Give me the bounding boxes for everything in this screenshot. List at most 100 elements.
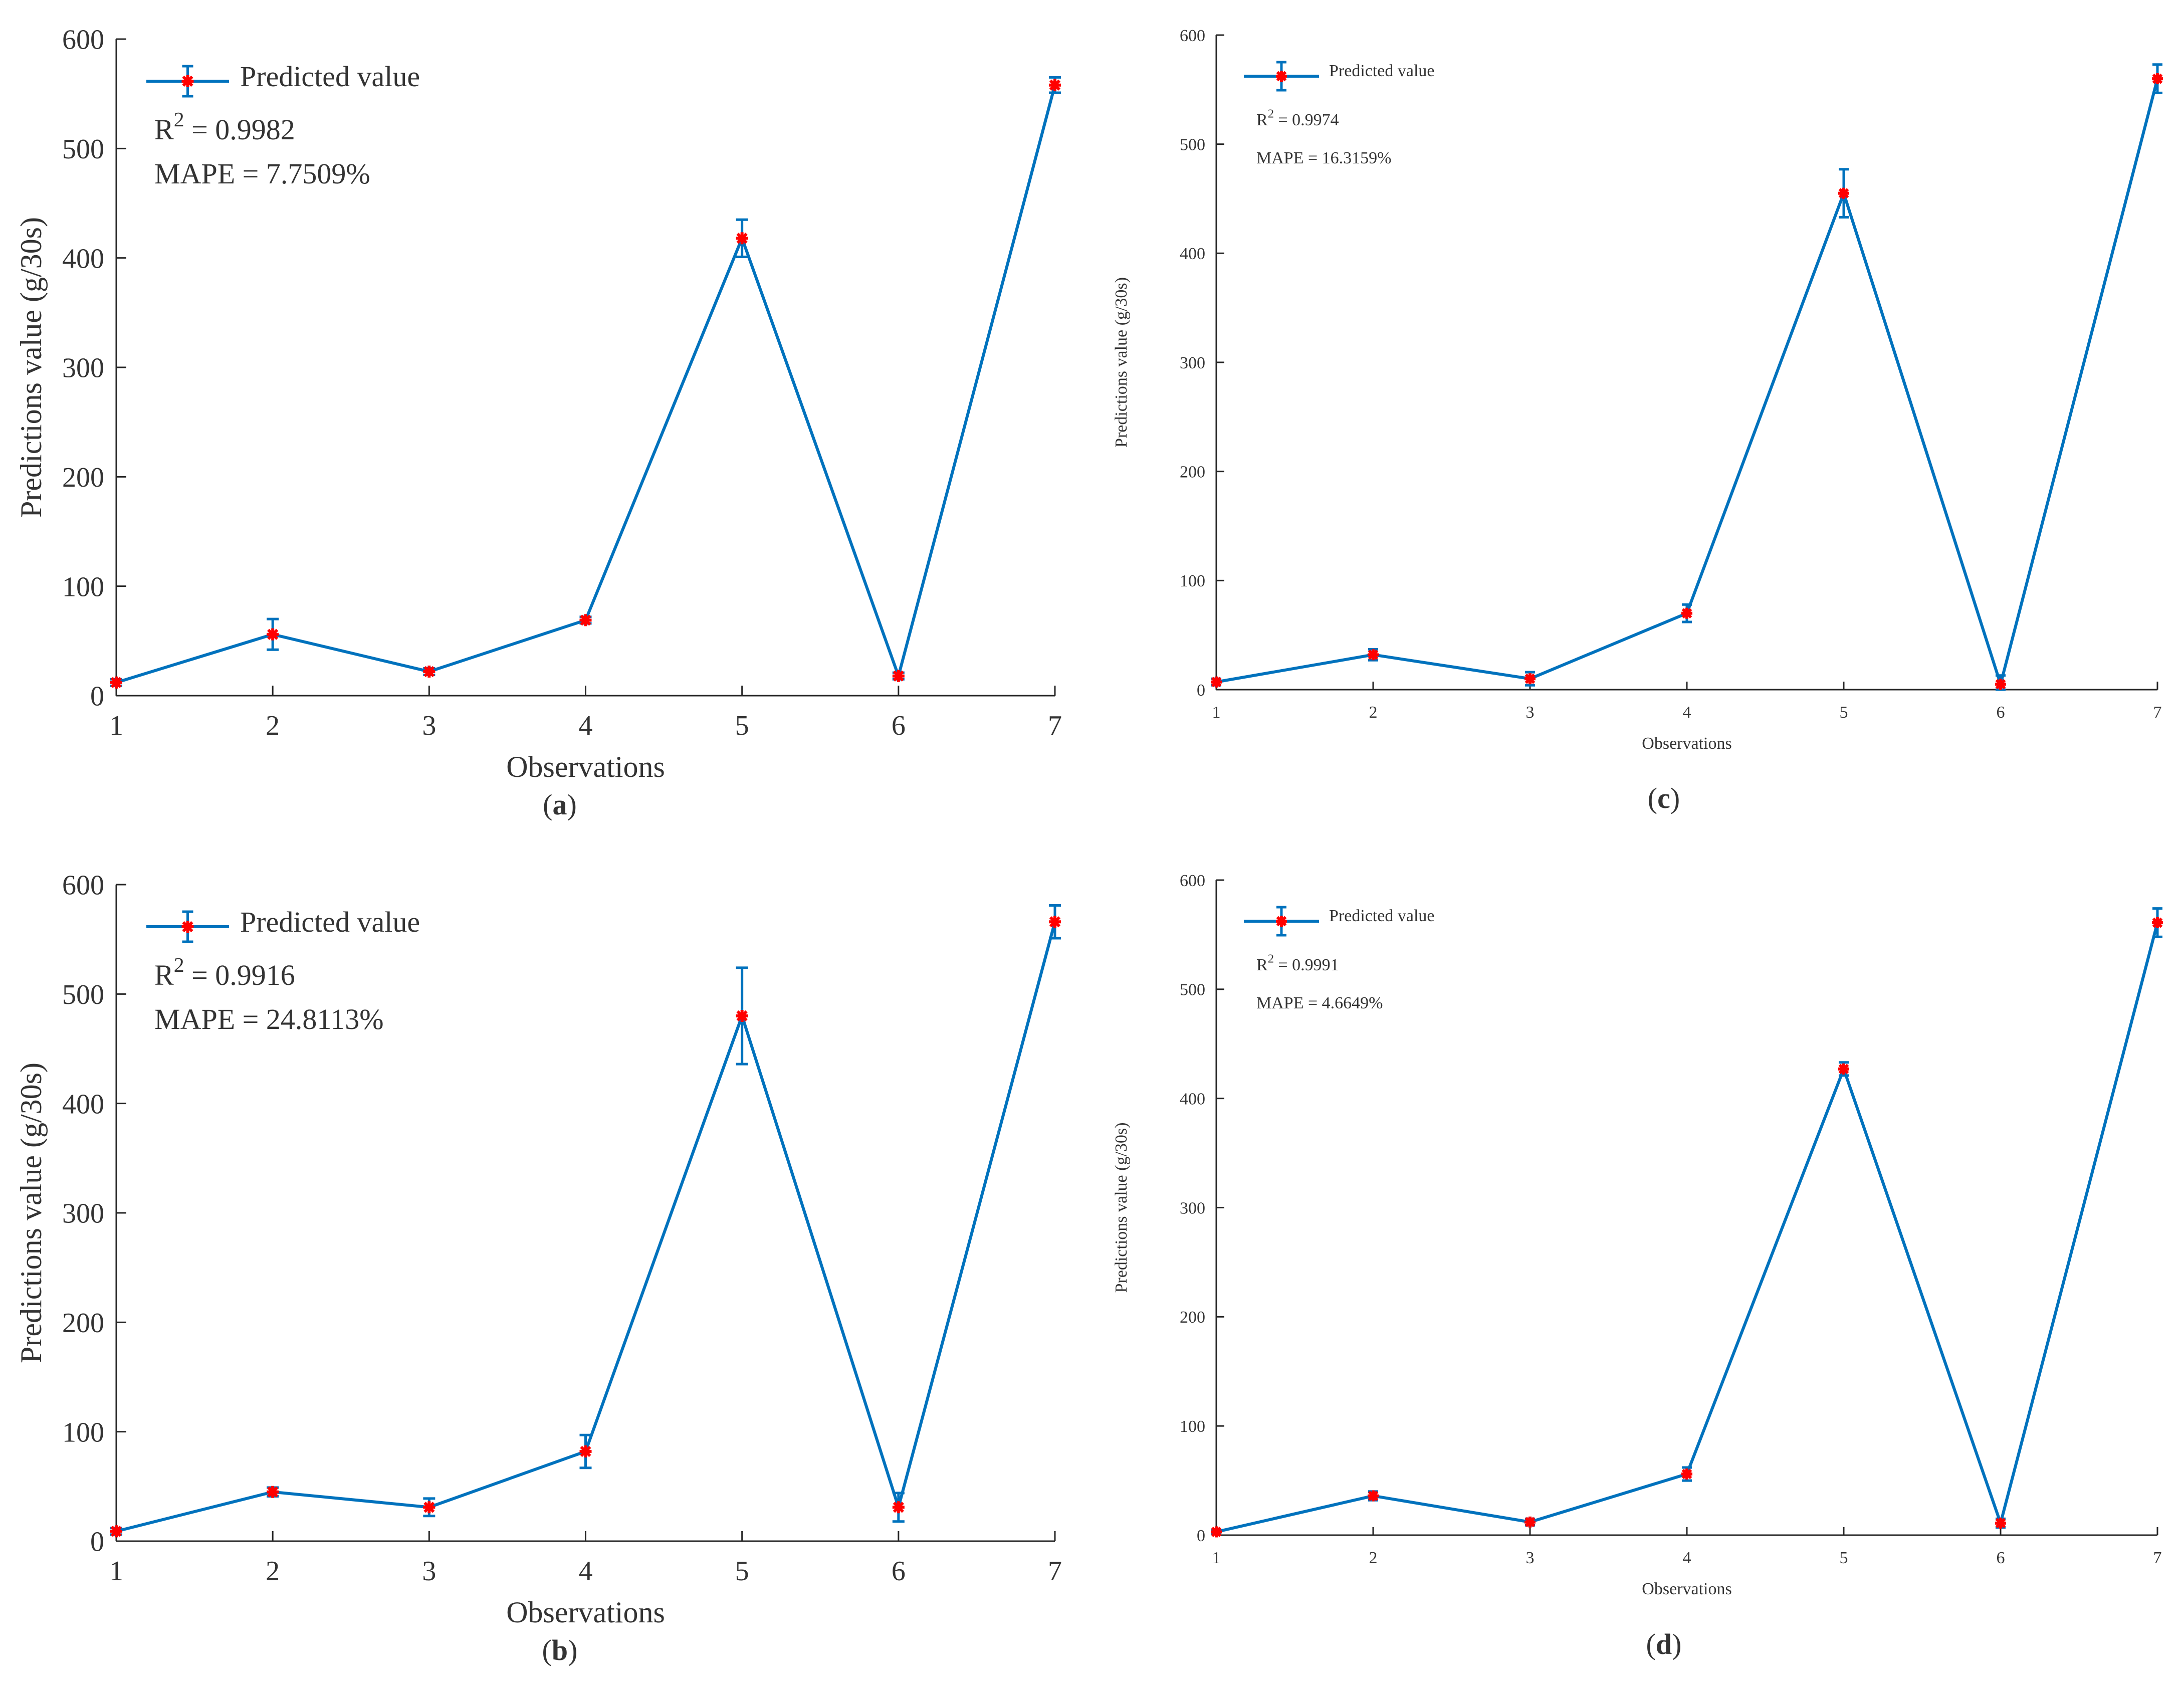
- data-point-marker: [1995, 1518, 2006, 1529]
- y-tick-label: 100: [62, 571, 104, 602]
- data-point-marker: [110, 676, 122, 689]
- data-point-marker: [1838, 1063, 1849, 1075]
- x-tick-label: 3: [1526, 1549, 1535, 1567]
- y-tick-label: 100: [62, 1417, 104, 1448]
- mape-annotation: MAPE = 4.6649%: [1256, 994, 1383, 1012]
- data-point-marker: [1368, 649, 1379, 661]
- y-tick-label: 300: [62, 1198, 104, 1229]
- x-axis-label: Observations: [1642, 1580, 1731, 1598]
- x-tick-label: 3: [422, 710, 436, 741]
- y-tick-label: 300: [1180, 1199, 1205, 1217]
- x-tick-label: 2: [1369, 703, 1378, 722]
- legend-label: Predicted value: [240, 906, 420, 938]
- legend-label: Predicted value: [240, 60, 420, 93]
- r-squared-annotation: R2 = 0.9991: [1256, 952, 1339, 974]
- panel-a: 0 100 200 300 400 500 600 1 2 3 4 5 6 7 Observations Pr…: [15, 25, 1062, 821]
- data-point-marker: [1049, 79, 1061, 91]
- data-point-marker: [579, 1445, 592, 1457]
- x-tick-label: 6: [1997, 703, 2005, 722]
- data-point-marker: [2152, 917, 2163, 928]
- data-point-marker: [892, 670, 905, 682]
- y-tick-label: 400: [62, 243, 104, 274]
- y-tick-label: 200: [62, 1308, 104, 1339]
- data-point-marker: [1211, 676, 1222, 688]
- mape-annotation: MAPE = 7.7509%: [154, 157, 370, 190]
- data-point-marker: [1524, 673, 1536, 685]
- y-tick-label: 600: [1180, 872, 1205, 890]
- x-tick-label: 2: [266, 1556, 280, 1587]
- y-tick-label: 100: [1180, 1417, 1205, 1436]
- x-tick-label: 5: [735, 710, 749, 741]
- y-tick-label: 600: [62, 870, 104, 901]
- data-point-marker: [267, 628, 279, 641]
- panel-caption: (b): [542, 1634, 578, 1666]
- x-tick-label: 7: [1048, 710, 1062, 741]
- y-axis-label: Predictions value (g/30s): [1112, 277, 1131, 448]
- legend-label: Predicted value: [1329, 907, 1435, 925]
- y-axis-label: Predictions value (g/30s): [15, 1063, 48, 1363]
- y-tick-label: 300: [1180, 354, 1205, 372]
- data-point-marker: [2152, 73, 2163, 85]
- legend: Predicted value: [146, 60, 420, 98]
- data-point-marker: [1211, 1526, 1222, 1538]
- data-point-marker: [579, 614, 592, 626]
- x-tick-label: 4: [579, 710, 593, 741]
- x-tick-label: 7: [1048, 1556, 1062, 1587]
- x-tick-label: 1: [109, 710, 123, 741]
- y-tick-label: 0: [90, 1527, 104, 1558]
- x-axis-label: Observations: [1642, 734, 1731, 753]
- panel-caption: (a): [543, 788, 577, 821]
- r-squared-annotation: R2 = 0.9974: [1256, 107, 1339, 129]
- y-tick-label: 0: [1197, 681, 1205, 700]
- x-tick-label: 4: [1683, 703, 1691, 722]
- panel-caption: (c): [1648, 782, 1680, 814]
- data-point-marker: [1838, 187, 1849, 199]
- y-tick-label: 400: [1180, 245, 1205, 263]
- data-point-marker: [892, 1501, 905, 1514]
- legend: Predicted value: [1244, 906, 1435, 937]
- panel-c: 0 100 200 300 400 500 600 1 2 3 4 5 6 7 Observations Pr…: [1112, 27, 2163, 814]
- data-point-marker: [1368, 1490, 1379, 1502]
- data-point-marker: [736, 232, 748, 245]
- panel-caption: (d): [1646, 1628, 1682, 1660]
- data-point-marker: [1995, 679, 2006, 690]
- x-tick-label: 1: [109, 1556, 123, 1587]
- y-axis-label: Predictions value (g/30s): [1112, 1123, 1131, 1293]
- x-tick-label: 5: [1840, 1549, 1848, 1567]
- panel-b: 0 100 200 300 400 500 600 1 2 3 4 5 6 7 Observations Pr…: [15, 870, 1062, 1666]
- panel-d: 0 100 200 300 400 500 600 1 2 3 4 5 6 7 Observations Pr…: [1112, 872, 2163, 1660]
- data-point-marker: [423, 1501, 435, 1514]
- y-tick-label: 300: [62, 353, 104, 384]
- y-tick-label: 100: [1180, 572, 1205, 590]
- y-tick-label: 500: [1180, 981, 1205, 999]
- x-tick-label: 6: [892, 1556, 906, 1587]
- y-tick-label: 500: [1180, 136, 1205, 154]
- legend: Predicted value: [1244, 61, 1435, 92]
- x-tick-label: 7: [2153, 1549, 2162, 1567]
- x-tick-label: 2: [266, 710, 280, 741]
- x-axis-label: Observations: [506, 1596, 665, 1629]
- y-tick-label: 500: [62, 979, 104, 1010]
- x-tick-label: 5: [735, 1556, 749, 1587]
- y-tick-label: 600: [62, 25, 104, 56]
- x-tick-label: 2: [1369, 1549, 1378, 1567]
- data-point-marker: [267, 1486, 279, 1498]
- legend: Predicted value: [146, 906, 420, 943]
- y-tick-label: 200: [1180, 463, 1205, 482]
- y-tick-label: 400: [62, 1089, 104, 1120]
- x-tick-label: 7: [2153, 703, 2162, 722]
- x-tick-label: 3: [422, 1556, 436, 1587]
- series-line: [1216, 78, 2159, 690]
- r-squared-annotation: R2 = 0.9916: [154, 954, 295, 991]
- x-tick-label: 1: [1212, 703, 1221, 722]
- x-tick-label: 5: [1840, 703, 1848, 722]
- data-point-marker: [110, 1525, 122, 1538]
- data-point-marker: [1049, 916, 1061, 928]
- x-tick-label: 4: [579, 1556, 593, 1587]
- legend-label: Predicted value: [1329, 62, 1435, 80]
- y-axis-label: Predictions value (g/30s): [15, 217, 48, 518]
- y-tick-label: 600: [1180, 27, 1205, 45]
- x-tick-label: 6: [892, 710, 906, 741]
- x-tick-label: 4: [1683, 1549, 1691, 1567]
